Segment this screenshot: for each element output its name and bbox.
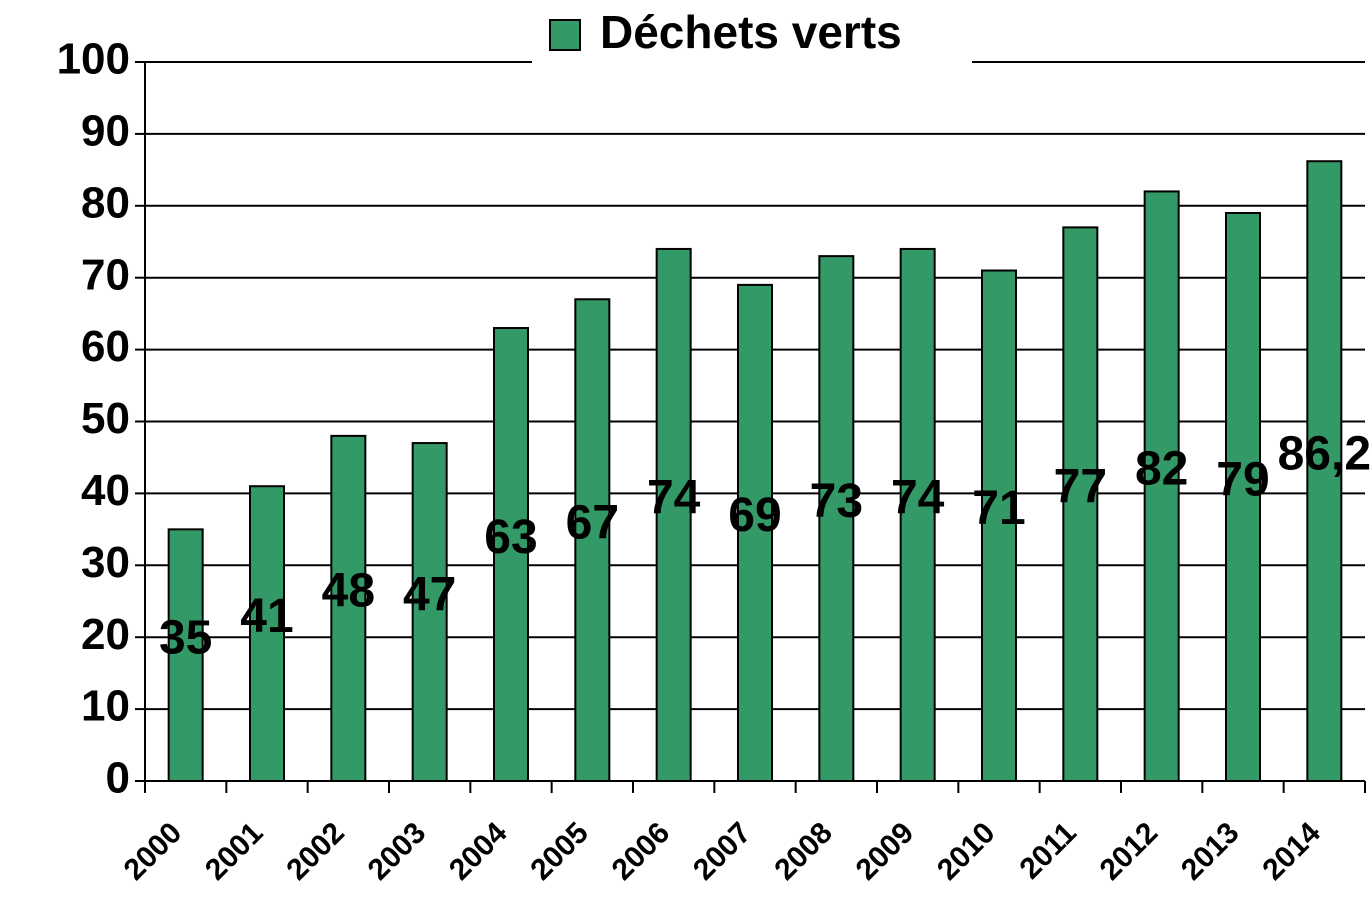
- data-label: 48: [322, 565, 375, 618]
- bar: [574, 298, 611, 782]
- bar: [1062, 226, 1099, 782]
- x-tick-label: 2007: [687, 816, 758, 887]
- data-label: 67: [566, 496, 619, 549]
- x-tick-label: 2005: [524, 816, 595, 887]
- data-label: 69: [728, 489, 781, 542]
- bar: [330, 434, 367, 782]
- x-tick-label: 2008: [768, 816, 839, 887]
- data-label: 74: [891, 471, 945, 524]
- bar: [1225, 211, 1261, 783]
- y-tick-label: 40: [81, 466, 130, 515]
- y-tick-label: 30: [81, 538, 130, 587]
- bar: [818, 255, 855, 782]
- bar: [493, 327, 529, 782]
- bar: [167, 528, 204, 782]
- legend-swatch: [549, 19, 581, 51]
- data-label: 74: [647, 471, 701, 524]
- bar: [899, 247, 936, 782]
- x-tick-label: 2003: [362, 816, 433, 887]
- y-tick-label: 80: [81, 178, 130, 227]
- x-tick-label: 2001: [199, 816, 270, 887]
- data-label: 77: [1054, 460, 1107, 513]
- data-label: 63: [484, 511, 537, 564]
- x-tick-label: 2010: [931, 816, 1002, 887]
- data-label: 86,2: [1278, 427, 1371, 480]
- y-tick-label: 60: [81, 322, 130, 371]
- x-tick-label: 2013: [1175, 816, 1246, 887]
- data-label: 79: [1216, 453, 1269, 506]
- data-label: 73: [810, 475, 863, 528]
- bar: [655, 247, 692, 782]
- y-tick-label: 10: [81, 682, 130, 731]
- x-tick-label: 2004: [443, 816, 514, 887]
- data-label: 47: [403, 568, 456, 621]
- x-tick-label: 2014: [1256, 816, 1327, 887]
- bar: [249, 485, 285, 782]
- data-label: 41: [240, 590, 293, 643]
- x-tick-label: 2012: [1094, 816, 1165, 887]
- data-label: 82: [1135, 443, 1188, 496]
- x-tick-label: 2006: [606, 816, 677, 887]
- legend-background: [532, 10, 972, 70]
- bar: [411, 442, 448, 782]
- bar: [1306, 160, 1343, 783]
- legend-label: Déchets verts: [600, 6, 902, 58]
- bar: [981, 269, 1017, 782]
- y-tick-label: 70: [81, 250, 130, 299]
- x-tick-label: 2000: [118, 816, 189, 887]
- y-tick-label: 90: [81, 107, 130, 156]
- x-tick-label: 2011: [1014, 816, 1083, 885]
- y-tick-label: 50: [81, 394, 130, 443]
- x-tick-label: 2002: [280, 816, 351, 887]
- data-label: 71: [972, 482, 1025, 535]
- bar: [1143, 190, 1180, 783]
- x-tick-label: 2009: [850, 816, 921, 887]
- y-tick-label: 20: [81, 610, 130, 659]
- data-label: 35: [159, 611, 212, 664]
- bar: [737, 283, 773, 782]
- y-tick-label: 0: [106, 754, 130, 803]
- y-tick-label: 100: [57, 35, 130, 84]
